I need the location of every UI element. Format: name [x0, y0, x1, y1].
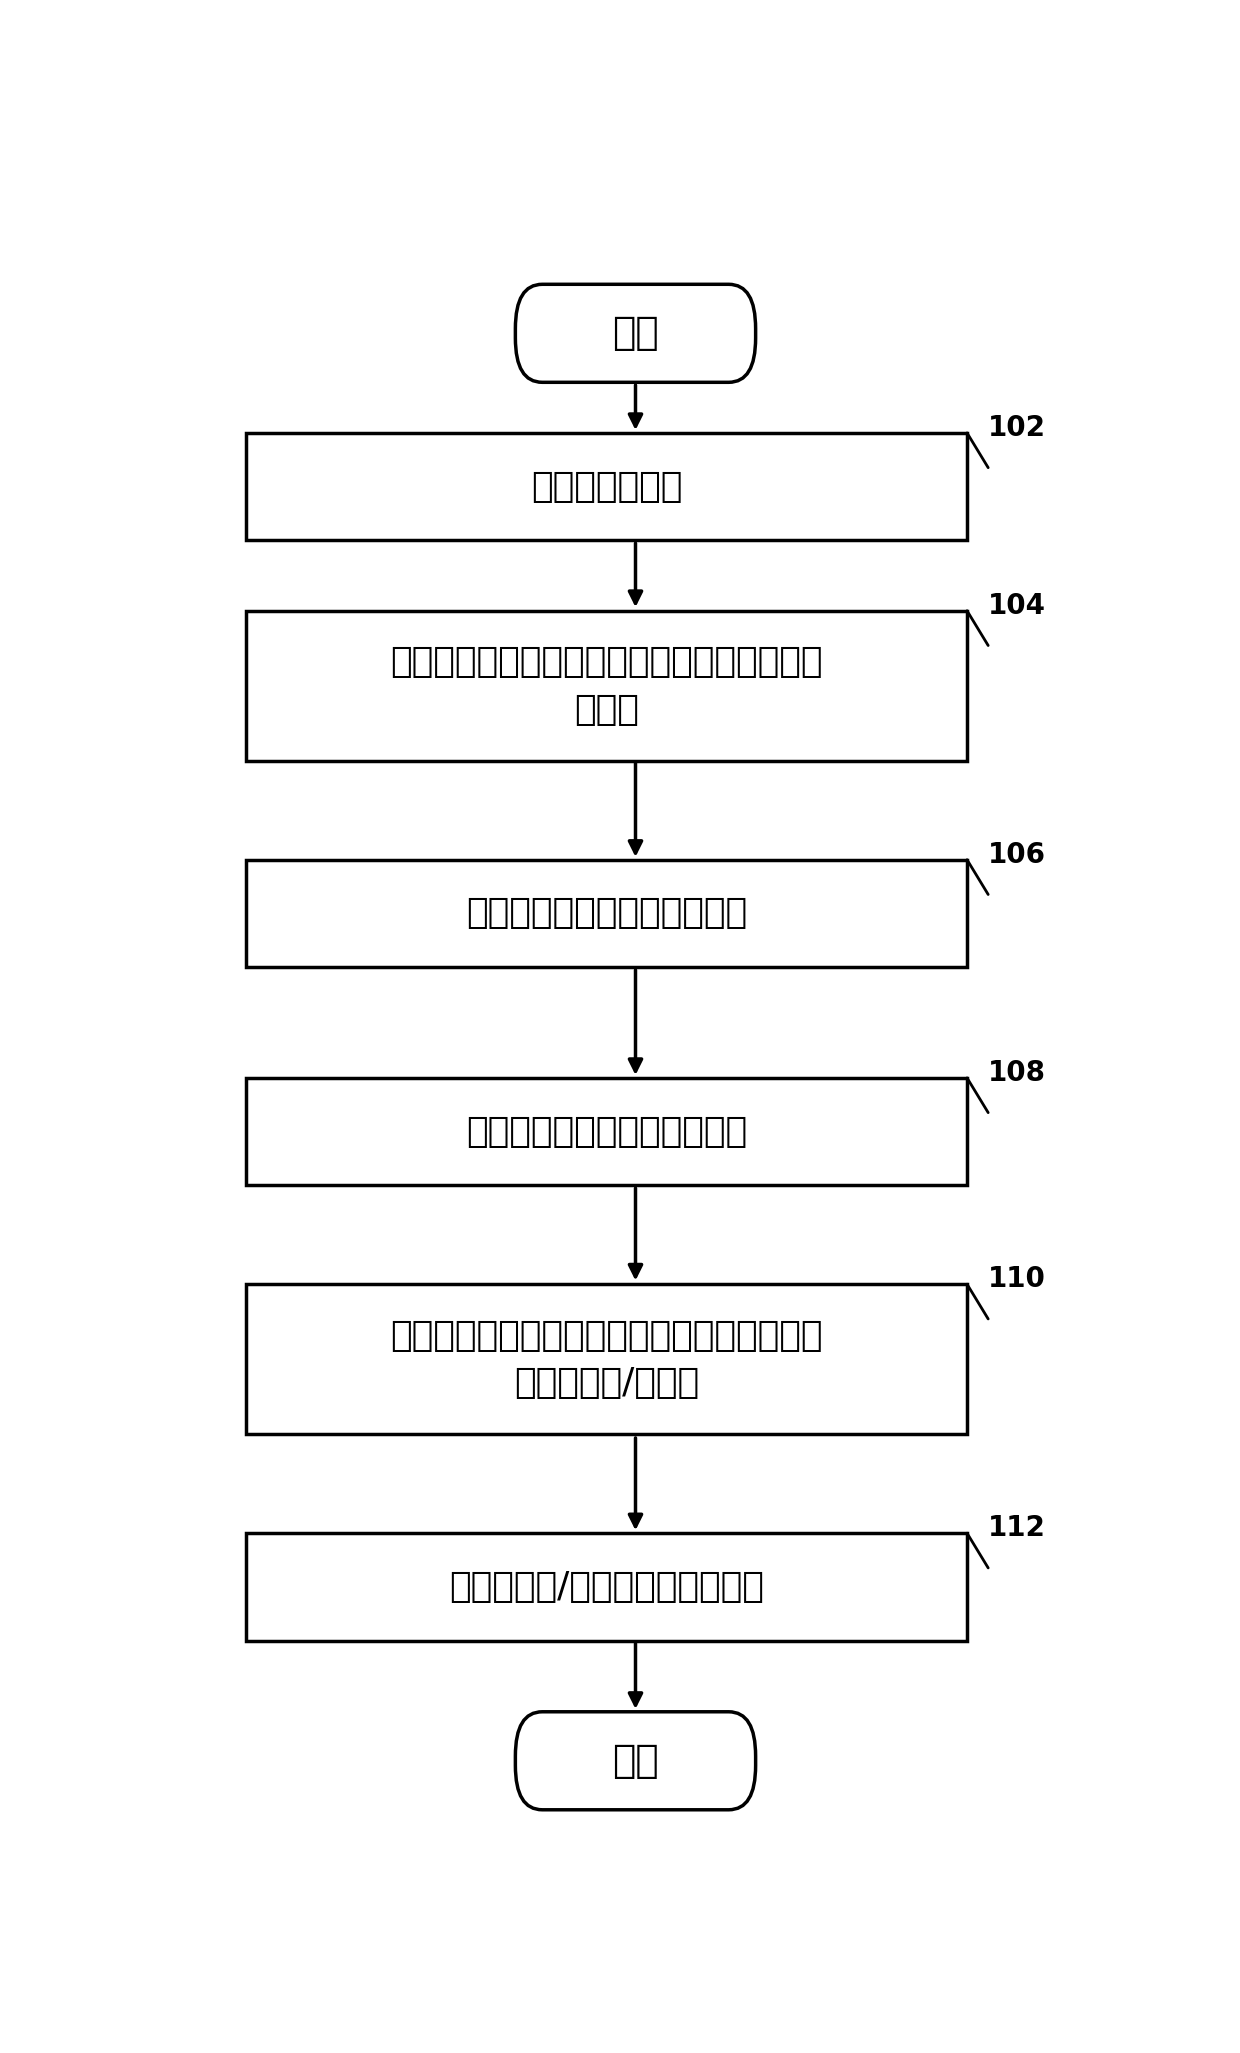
Text: 在半导体结构上覆盖硬掩模层: 在半导体结构上覆盖硬掩模层 — [466, 1115, 748, 1148]
Text: 结束: 结束 — [613, 1741, 658, 1780]
Text: 102: 102 — [988, 415, 1047, 441]
Text: 开始: 开始 — [613, 314, 658, 353]
Text: 108: 108 — [988, 1059, 1047, 1086]
Text: 104: 104 — [988, 591, 1047, 620]
Text: 使用针对辅助区的第二光刻步骤在辅助区中形
成虚拟孔和/或沟槽: 使用针对辅助区的第二光刻步骤在辅助区中形 成虚拟孔和/或沟槽 — [391, 1318, 823, 1400]
FancyBboxPatch shape — [516, 1712, 755, 1811]
Bar — [247, 1285, 967, 1435]
FancyBboxPatch shape — [516, 283, 755, 382]
Text: 在虚拟孔和/或沟槽中沉积氧化物: 在虚拟孔和/或沟槽中沉积氧化物 — [449, 1571, 764, 1603]
Text: 112: 112 — [988, 1515, 1047, 1542]
Text: 在沟道孔的底部形成外延结构: 在沟道孔的底部形成外延结构 — [466, 897, 748, 930]
Bar — [247, 1534, 967, 1640]
Text: 110: 110 — [988, 1265, 1047, 1293]
Text: 使用针对核心区的第一光刻步骤在核心区形成
沟道孔: 使用针对核心区的第一光刻步骤在核心区形成 沟道孔 — [391, 645, 823, 727]
Text: 提供半导体结构: 提供半导体结构 — [531, 470, 682, 503]
Bar — [247, 860, 967, 967]
Bar — [247, 1078, 967, 1185]
Bar — [247, 433, 967, 540]
Text: 106: 106 — [988, 842, 1047, 868]
Bar — [247, 610, 967, 762]
